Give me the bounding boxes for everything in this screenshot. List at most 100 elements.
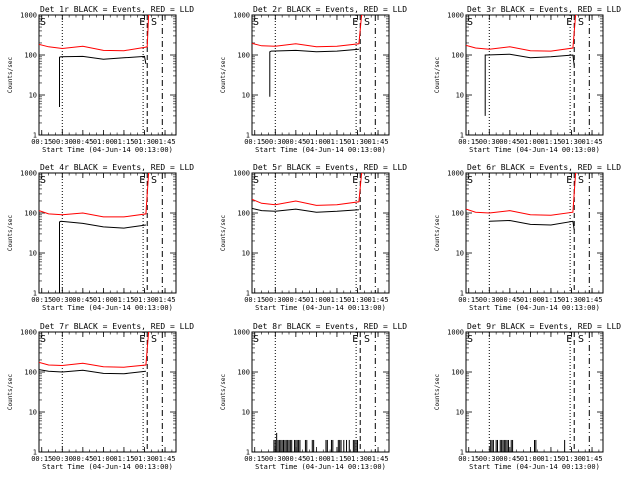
x-axis-label: Start Time (04-Jun-14 00:13:00) [469, 463, 600, 471]
y-axis-label: Counts/sec [220, 57, 227, 94]
x-tick-label: 00:30 [265, 296, 286, 304]
x-tick-label: 01:30 [347, 138, 368, 146]
x-tick-label: 00:30 [265, 455, 286, 463]
panel-det-3: Det 3r BLACK = Events, RED = LLD 1 10 100 10… [434, 5, 621, 154]
panel-det-1: Det 1r BLACK = Events, RED = LLD 1 10 100 10… [7, 5, 194, 154]
marker-label: S [578, 17, 584, 28]
x-tick-label: 01:45 [155, 138, 176, 146]
y-tick-label: 1000 [20, 12, 37, 20]
marker-label: E [139, 334, 145, 345]
panel-det-5: Det 5r BLACK = Events, RED = LLD 1 10 100 10… [220, 163, 407, 312]
y-tick-label: 100 [237, 369, 250, 377]
y-tick-label: 10 [242, 92, 250, 100]
plot-frame [465, 331, 604, 453]
series-lld [466, 15, 577, 52]
plot-frame [465, 14, 604, 136]
panel-det-2: Det 2r BLACK = Events, RED = LLD 1 10 100 10… [220, 5, 407, 154]
y-axis-label: Counts/sec [7, 374, 14, 411]
series-events [59, 55, 147, 107]
marker-label: E [352, 175, 358, 186]
series-lld [39, 173, 150, 218]
marker-label: E [352, 334, 358, 345]
y-tick-label: 10 [29, 250, 37, 258]
x-tick-label: 01:30 [561, 296, 582, 304]
y-tick-label: 1 [33, 132, 37, 140]
marker-label: S [151, 17, 157, 28]
y-tick-label: 100 [451, 52, 464, 60]
x-tick-label: 01:15 [326, 296, 347, 304]
x-tick-label: 00:45 [72, 455, 93, 463]
x-tick-label: 01:45 [155, 296, 176, 304]
series-events [269, 48, 359, 97]
y-tick-label: 1000 [447, 329, 464, 337]
marker-label: S [151, 334, 157, 345]
marker-label: E [139, 175, 145, 186]
y-axis-label: Counts/sec [434, 374, 441, 411]
panel-det-9: Det 9r BLACK = Events, RED = LLD 1 10 100 10… [434, 322, 621, 471]
marker-label: S [40, 17, 46, 28]
x-tick-label: 01:15 [326, 455, 347, 463]
marker-label: S [467, 334, 473, 345]
y-axis-label: Counts/sec [220, 215, 227, 252]
marker-label: S [151, 175, 157, 186]
x-axis-label: Start Time (04-Jun-14 00:13:00) [255, 146, 386, 154]
marker-label: S [40, 334, 46, 345]
x-tick-label: 00:30 [52, 296, 73, 304]
x-tick-label: 01:45 [368, 138, 389, 146]
x-tick-label: 00:30 [479, 296, 500, 304]
x-tick-label: 00:30 [52, 455, 73, 463]
panel-title: Det 3r BLACK = Events, RED = LLD [467, 5, 621, 14]
marker-label: E [352, 17, 358, 28]
y-tick-label: 10 [29, 409, 37, 417]
series-lld [39, 332, 150, 368]
marker-label: S [253, 17, 259, 28]
panel-title: Det 7r BLACK = Events, RED = LLD [40, 322, 194, 331]
plot-frame [251, 172, 390, 294]
series-lld [466, 173, 577, 216]
x-tick-label: 01:30 [134, 296, 155, 304]
marker-label: E [566, 175, 572, 186]
plot-frame [465, 172, 604, 294]
y-axis-label: Counts/sec [434, 57, 441, 94]
x-tick-label: 01:45 [368, 455, 389, 463]
x-tick-label: 00:15 [244, 455, 265, 463]
y-tick-label: 100 [451, 210, 464, 218]
x-tick-label: 01:45 [582, 296, 603, 304]
x-tick-label: 01:30 [561, 138, 582, 146]
panel-title: Det 9r BLACK = Events, RED = LLD [467, 322, 621, 331]
x-tick-label: 00:15 [31, 296, 52, 304]
marker-label: E [566, 334, 572, 345]
y-axis-label: Counts/sec [7, 57, 14, 94]
y-tick-label: 1 [246, 290, 250, 298]
x-axis-label: Start Time (04-Jun-14 00:13:00) [469, 146, 600, 154]
marker-label: E [139, 17, 145, 28]
x-tick-label: 01:15 [540, 138, 561, 146]
x-tick-label: 00:30 [52, 138, 73, 146]
x-tick-label: 01:30 [134, 455, 155, 463]
panel-title: Det 2r BLACK = Events, RED = LLD [253, 5, 407, 14]
x-tick-label: 00:15 [458, 455, 479, 463]
panel-det-7: Det 7r BLACK = Events, RED = LLD 1 10 100 10… [7, 322, 194, 471]
x-tick-label: 01:00 [93, 138, 114, 146]
y-axis-label: Counts/sec [7, 215, 14, 252]
series-events [59, 220, 146, 293]
y-tick-label: 1000 [233, 12, 250, 20]
x-tick-label: 01:30 [347, 296, 368, 304]
y-tick-label: 1 [460, 290, 464, 298]
marker-label: S [467, 175, 473, 186]
panel-title: Det 1r BLACK = Events, RED = LLD [40, 5, 194, 14]
x-tick-label: 01:45 [368, 296, 389, 304]
x-tick-label: 00:30 [479, 138, 500, 146]
marker-label: S [253, 334, 259, 345]
x-tick-label: 01:15 [540, 296, 561, 304]
x-tick-label: 01:15 [326, 138, 347, 146]
series-lld [252, 173, 363, 206]
x-tick-label: 00:15 [458, 296, 479, 304]
marker-label: E [566, 17, 572, 28]
marker-label: S [578, 334, 584, 345]
plot-frame [251, 331, 390, 453]
y-tick-label: 100 [237, 52, 250, 60]
x-tick-label: 00:45 [285, 138, 306, 146]
series-lld [39, 15, 150, 52]
